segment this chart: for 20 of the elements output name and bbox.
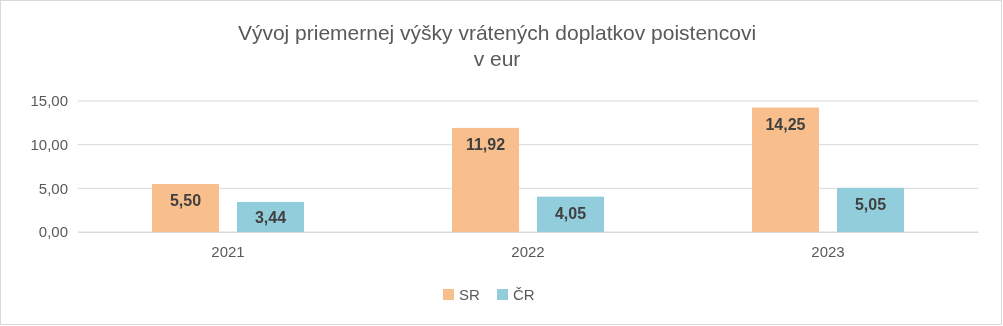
x-tick-label: 2022 bbox=[511, 242, 545, 260]
bar bbox=[837, 187, 904, 232]
bar bbox=[152, 183, 219, 232]
y-tick-label: 5,00 bbox=[38, 179, 68, 197]
data-label: 3,44 bbox=[254, 208, 287, 226]
data-label: 4,05 bbox=[554, 204, 587, 222]
bar bbox=[752, 107, 819, 232]
y-tick-label: 15,00 bbox=[30, 92, 68, 110]
x-tick-label: 2021 bbox=[211, 242, 245, 260]
data-label: 11,92 bbox=[465, 135, 506, 153]
legend-label: ČR bbox=[513, 286, 535, 303]
chart-title: Vývoj priemernej výšky vrátených doplatkov poistencovi v eur bbox=[237, 21, 757, 70]
legend-label: SR bbox=[459, 286, 480, 303]
data-label: 5,50 bbox=[169, 191, 202, 209]
bar bbox=[452, 127, 519, 232]
data-label: 14,25 bbox=[765, 115, 806, 133]
x-tick-label: 2023 bbox=[811, 242, 845, 260]
y-tick-label: 10,00 bbox=[30, 135, 68, 153]
y-tick-label: 0,00 bbox=[38, 223, 68, 241]
data-label: 5,05 bbox=[854, 195, 887, 213]
